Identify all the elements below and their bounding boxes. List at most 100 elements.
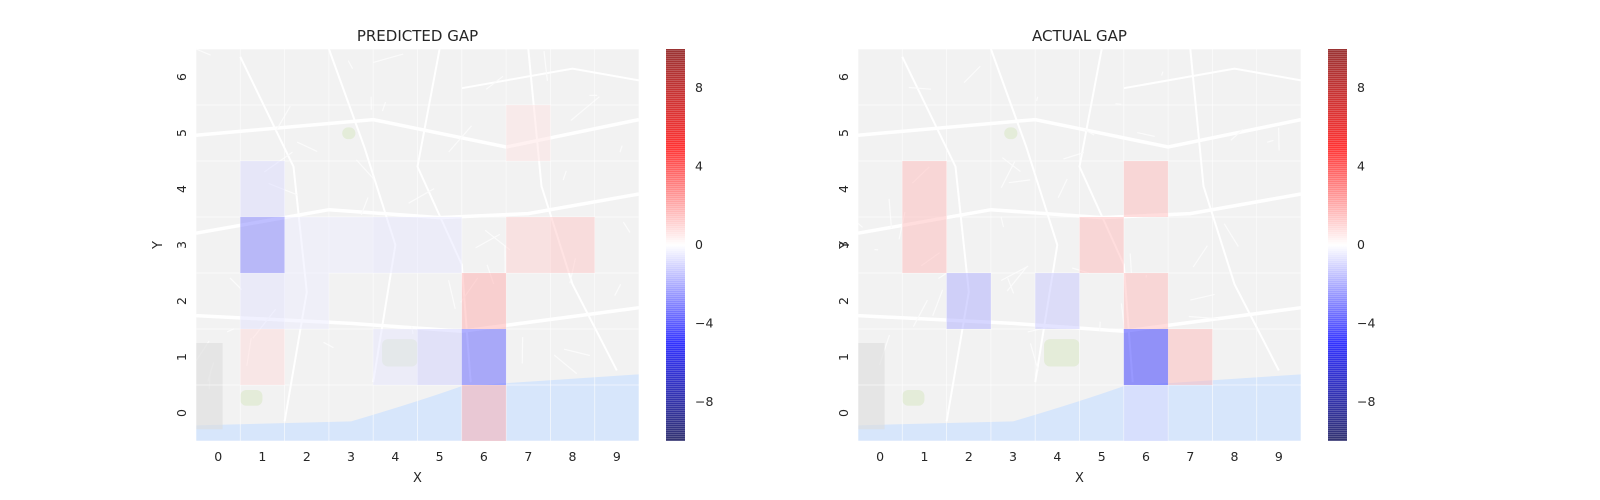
map-street (1008, 179, 1031, 184)
map-street (1029, 343, 1039, 371)
y-tick-label: 2 (836, 297, 851, 305)
y-tick-label: 6 (174, 73, 189, 81)
x-tick-label: 4 (1053, 449, 1061, 464)
colorbar-tick-label: −8 (1357, 394, 1375, 409)
y-axis-label: Y (838, 241, 853, 250)
heatmap-cell-3-3 (328, 217, 374, 273)
map-street (475, 233, 501, 249)
map-street (963, 65, 981, 84)
map-street (1036, 96, 1039, 101)
map-street (622, 221, 631, 233)
heatmap-cell-6-0 (461, 385, 507, 441)
map-park (382, 339, 418, 367)
colorbar-tick-label: 0 (1357, 237, 1365, 252)
map-road (416, 48, 472, 383)
x-tick-label: 8 (569, 449, 577, 464)
map-street (246, 337, 252, 366)
y-tick-label: 3 (174, 241, 189, 249)
map-street (1129, 253, 1132, 274)
y-axis-label: Y (151, 241, 166, 250)
map-street (1000, 216, 1005, 228)
map-street (614, 284, 622, 296)
y-tick-label: 0 (174, 409, 189, 417)
map-street (263, 151, 293, 173)
x-tick-label: 3 (1009, 449, 1017, 464)
y-tick-label: 2 (174, 297, 189, 305)
map-street (938, 272, 948, 280)
colorbar: 8 4 0 −4 −8 (666, 49, 713, 441)
heatmap-cell-2-2 (284, 273, 329, 329)
map-terrain (858, 343, 885, 430)
x-tick-label: 9 (1275, 449, 1283, 464)
heatmap-cell-5-3 (417, 217, 462, 273)
heatmap-cell-7-1 (1168, 329, 1213, 385)
map-road (327, 48, 397, 383)
map-park (240, 390, 263, 406)
map-park (1004, 127, 1018, 140)
map-street (360, 197, 369, 216)
y-tick-label: 6 (836, 73, 851, 81)
x-tick-label: 5 (436, 449, 444, 464)
colorbar-tick-label: 0 (695, 237, 703, 252)
heatmap-panel-2: ACTUAL GAP 0 1 2 3 4 5 6 7 8 9 0 1 2 3 4 5 6 X Y 8 4 0 −4 −8 (836, 27, 1375, 486)
colorbar-tick-label: 4 (1357, 159, 1365, 174)
map-street (275, 105, 291, 132)
map-street (1072, 267, 1090, 274)
colorbar-tick-label: −8 (695, 394, 713, 409)
heatmap-cell-1-2 (240, 273, 285, 329)
colorbar-tick-label: −4 (1357, 315, 1375, 330)
x-tick-label: 5 (1098, 449, 1106, 464)
map-street (1115, 103, 1122, 105)
x-tick-label: 6 (1142, 449, 1150, 464)
colorbar-tick-label: 8 (1357, 80, 1365, 95)
x-axis-label: X (413, 471, 422, 486)
map-street (1099, 321, 1101, 332)
heatmap-cell-6-1 (1123, 329, 1169, 385)
map-street (857, 222, 863, 228)
map-street (619, 145, 623, 153)
map-street (268, 182, 298, 196)
map-street (195, 48, 211, 56)
map-street (553, 354, 578, 375)
map-street (296, 141, 318, 153)
map-street (912, 299, 928, 327)
map-street (1057, 178, 1068, 199)
x-tick-label: 6 (480, 449, 488, 464)
map-road (1123, 67, 1302, 90)
map-park (902, 390, 925, 406)
map-street (486, 264, 495, 285)
map-street (1192, 245, 1208, 268)
heatmap-cell-1-4 (240, 161, 285, 217)
map-street (1084, 129, 1095, 136)
map-street (1278, 127, 1280, 151)
y-tick-label: 1 (836, 353, 851, 361)
map-street (543, 50, 548, 81)
heatmap-cell-6-0 (1123, 385, 1169, 441)
map-street (1002, 157, 1021, 172)
colorbar-tick-label: 4 (695, 159, 703, 174)
map-street (1266, 139, 1274, 143)
x-tick-label: 7 (1186, 449, 1194, 464)
x-tick-label: 1 (258, 449, 266, 464)
heatmap-cell-7-5 (506, 105, 551, 161)
map-street (888, 198, 892, 229)
x-tick-label: 9 (613, 449, 621, 464)
map-street (252, 308, 277, 339)
colorbar-lines (666, 49, 685, 441)
map-street (485, 75, 504, 90)
x-tick-label: 0 (214, 449, 222, 464)
map-road (461, 67, 640, 90)
heatmap-cell-8-3 (550, 217, 595, 273)
x-tick-label: 8 (1231, 449, 1239, 464)
map-street (908, 86, 931, 90)
map-road (1078, 48, 1134, 383)
map-street (1137, 132, 1155, 137)
map-street (460, 277, 479, 303)
colorbar: 8 4 0 −4 −8 (1328, 49, 1375, 441)
y-tick-label: 4 (836, 185, 851, 193)
heatmap-cell-4-1 (373, 329, 418, 385)
x-tick-label: 0 (876, 449, 884, 464)
heatmap-cell-1-3 (902, 217, 947, 273)
map-street (1006, 266, 1028, 292)
